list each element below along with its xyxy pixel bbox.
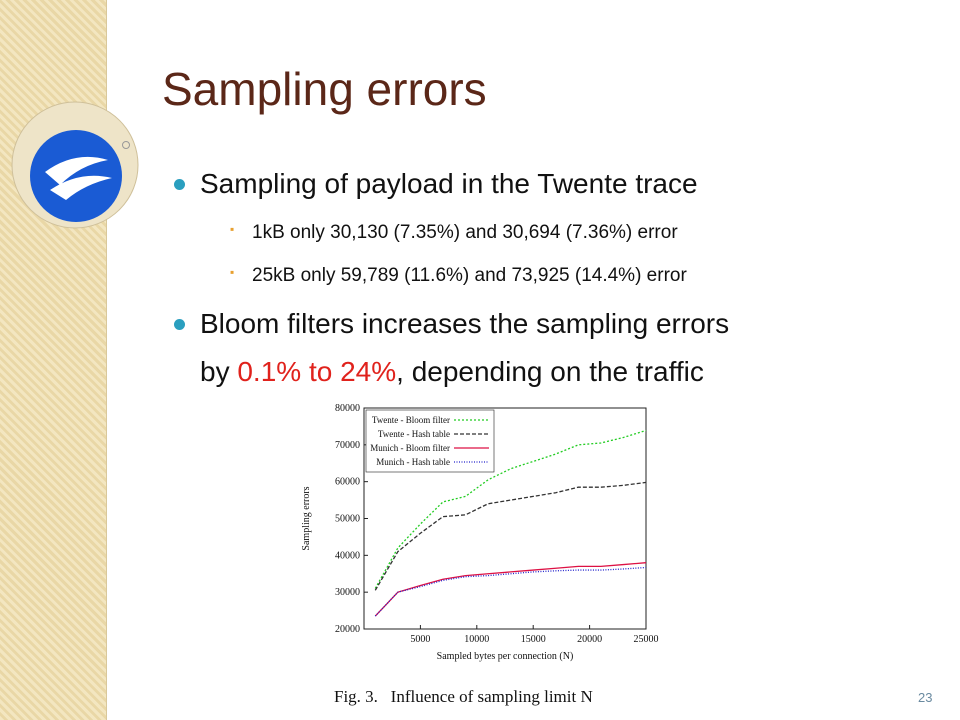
x-tick-label: 10000 <box>464 634 489 645</box>
legend-box <box>365 409 495 473</box>
y-tick-label: 40000 <box>335 550 360 561</box>
bullet-text: , depending on the traffic <box>396 356 704 387</box>
data-line <box>374 429 647 589</box>
chart: 20000 30000 40000 50000 60000 70000 80000 5000 1… <box>301 403 659 662</box>
x-tick-label: 20000 <box>577 634 602 645</box>
x-tick-label: 5000 <box>410 634 430 645</box>
data-line <box>374 566 647 617</box>
y-tick-label: 50000 <box>335 514 360 525</box>
sub-bullet: 1kB only 30,130 (7.35%) and 30,694 (7.36… <box>230 222 678 244</box>
highlight: 0.1% to 24% <box>237 356 397 387</box>
y-tick-label: 20000 <box>335 624 360 635</box>
sub-bullet: 25kB only 59,789 (11.6%) and 73,925 (14.… <box>230 265 687 287</box>
y-tick-label: 30000 <box>335 587 360 598</box>
bullet: Sampling of payload in the Twente trace <box>174 160 698 208</box>
data-line <box>374 481 647 591</box>
legend-label: Munich - Bloom filter <box>370 443 450 453</box>
y-tick-label: 80000 <box>335 403 360 414</box>
x-axis-label: Sampled bytes per connection (N) <box>437 651 574 662</box>
bullet-text: Bloom filters increases the sampling err… <box>200 308 730 339</box>
x-tick-label: 25000 <box>634 634 659 645</box>
logo <box>11 101 139 229</box>
legend-label: Munich - Hash table <box>376 457 450 467</box>
y-tick-label: 60000 <box>335 477 360 488</box>
legend-label: Twente - Hash table <box>378 429 450 439</box>
page-number: 23 <box>918 690 933 705</box>
data-line <box>374 562 647 617</box>
legend-label: Twente - Bloom filter <box>372 415 450 425</box>
x-tick-label: 15000 <box>521 634 546 645</box>
y-tick-label: 70000 <box>335 440 360 451</box>
bullet-text: by <box>200 356 238 387</box>
bullet: Bloom filters increases the sampling err… <box>173 300 730 396</box>
slide-title: Sampling errors <box>162 63 487 115</box>
y-axis-label: Sampling errors <box>301 486 312 550</box>
figure-caption: Fig. 3. Influence of sampling limit N <box>334 687 593 706</box>
